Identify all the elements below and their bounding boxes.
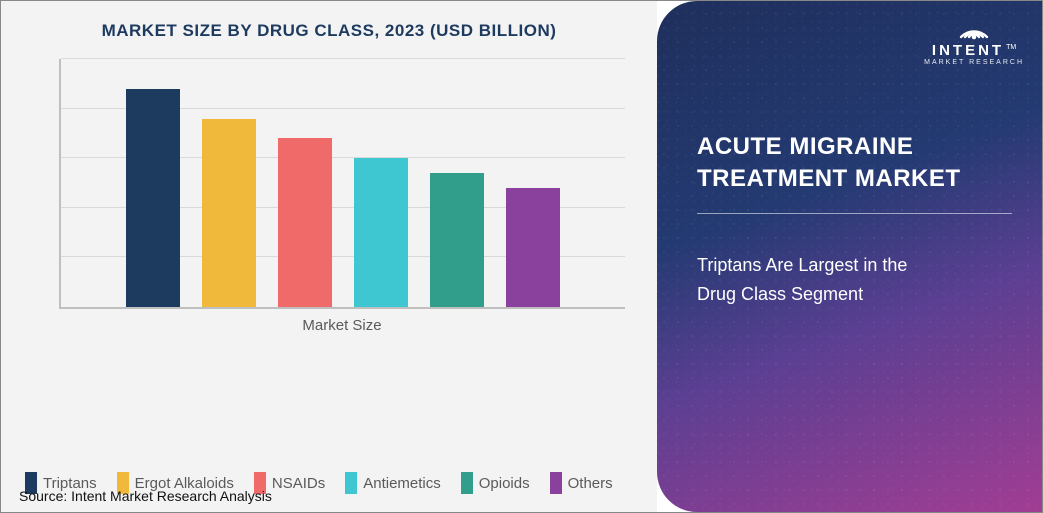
legend-label: Antiemetics — [363, 475, 441, 492]
chart-x-axis-label: Market Size — [59, 309, 625, 334]
legend-label: NSAIDs — [272, 475, 325, 492]
chart-bar — [202, 119, 256, 307]
legend-item: Opioids — [461, 472, 530, 494]
chart-bars-group — [61, 59, 625, 307]
legend-label: Opioids — [479, 475, 530, 492]
legend-swatch — [345, 472, 357, 494]
legend-label: Others — [568, 475, 613, 492]
panel-subtitle-line1: Triptans Are Largest in the — [697, 255, 907, 275]
brand-name: INTENT — [932, 42, 1004, 59]
panel-subtitle-line2: Drug Class Segment — [697, 284, 863, 304]
brand-tm: TM — [1006, 44, 1016, 51]
chart-panel: MARKET SIZE BY DRUG CLASS, 2023 (USD BIL… — [1, 1, 657, 512]
legend-item: Others — [550, 472, 613, 494]
chart-bar — [430, 173, 484, 307]
title-panel: INTENTTM MARKET RESEARCH ACUTE MIGRAINE … — [657, 1, 1042, 512]
signal-arcs-icon — [957, 15, 991, 41]
chart-plot-area: Market Size — [19, 49, 639, 448]
panel-title-line2: TREATMENT MARKET — [697, 165, 961, 192]
legend-swatch — [461, 472, 473, 494]
panel-divider — [697, 213, 1012, 214]
chart-bar — [354, 158, 408, 307]
panel-subtitle: Triptans Are Largest in the Drug Class S… — [697, 251, 1012, 309]
chart-axes — [59, 59, 625, 309]
brand-subtitle: MARKET RESEARCH — [924, 59, 1024, 66]
brand-logo: INTENTTM MARKET RESEARCH — [924, 15, 1024, 66]
legend-item: Antiemetics — [345, 472, 441, 494]
chart-bar — [278, 138, 332, 307]
source-attribution: Source: Intent Market Research Analysis — [19, 488, 272, 504]
panel-title-line1: ACUTE MIGRAINE — [697, 133, 913, 160]
chart-title: MARKET SIZE BY DRUG CLASS, 2023 (USD BIL… — [19, 11, 639, 49]
chart-bar — [126, 89, 180, 307]
infographic-frame: MARKET SIZE BY DRUG CLASS, 2023 (USD BIL… — [0, 0, 1043, 513]
panel-title: ACUTE MIGRAINE TREATMENT MARKET — [697, 131, 1012, 196]
legend-swatch — [550, 472, 562, 494]
chart-bar — [506, 188, 560, 307]
